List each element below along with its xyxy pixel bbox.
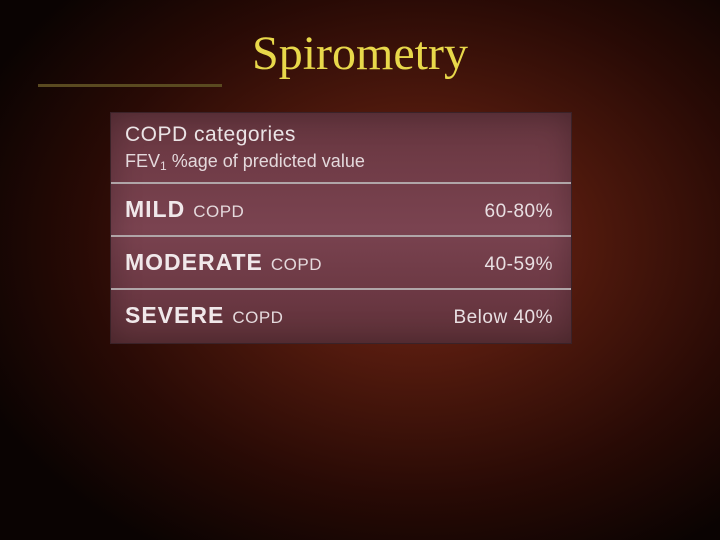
subheader-subscript: 1 — [160, 159, 167, 173]
subheader-prefix: FEV — [125, 151, 160, 171]
category-strong: MODERATE — [125, 249, 263, 275]
table-subheader: FEV1 %age of predicted value — [125, 151, 365, 172]
category-value: 40-59% — [485, 254, 554, 276]
title-underline — [38, 84, 222, 87]
category-strong: MILD — [125, 196, 185, 222]
table-header: COPD categories — [125, 123, 296, 147]
table-row: MILD COPD 60-80% — [111, 182, 571, 235]
category-label: MODERATE COPD — [125, 249, 322, 276]
category-rest: COPD — [193, 202, 244, 221]
table-header-row: COPD categories — [111, 113, 571, 151]
subheader-rest: %age of predicted value — [167, 151, 365, 171]
category-label: SEVERE COPD — [125, 302, 283, 329]
table-row: MODERATE COPD 40-59% — [111, 235, 571, 288]
category-value: Below 40% — [453, 307, 553, 329]
category-value: 60-80% — [485, 201, 554, 223]
category-label: MILD COPD — [125, 196, 244, 223]
table-row: SEVERE COPD Below 40% — [111, 288, 571, 343]
category-strong: SEVERE — [125, 302, 224, 328]
page-title: Spirometry — [0, 26, 720, 81]
table-subheader-row: FEV1 %age of predicted value — [111, 151, 571, 182]
category-rest: COPD — [232, 308, 283, 327]
copd-table: COPD categories FEV1 %age of predicted v… — [110, 112, 572, 344]
category-rest: COPD — [271, 255, 322, 274]
